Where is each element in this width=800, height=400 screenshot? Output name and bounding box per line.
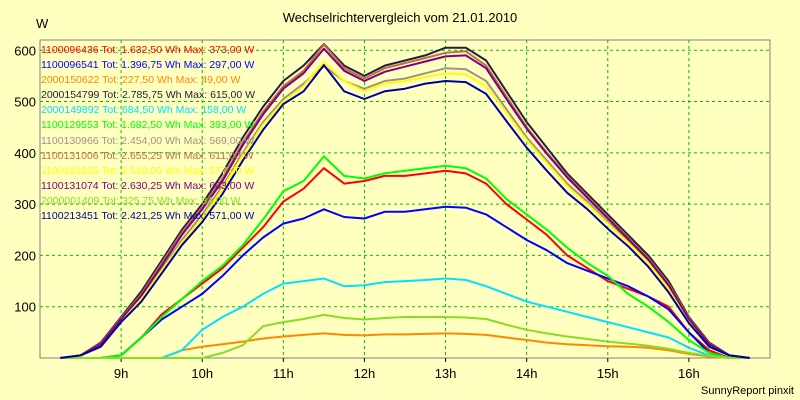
x-tick-label: 10h [191, 366, 213, 381]
series-lines [60, 43, 750, 359]
legend-entry-2000154799: 2000154799 Tot: 2.785,75 Wh Max: 615,00 … [41, 89, 256, 102]
series-line-1100129553 [60, 155, 750, 359]
x-tick-label: 16h [678, 366, 700, 381]
series-line-1100096541 [60, 205, 750, 359]
plot-area [39, 39, 771, 359]
x-tick-label: 14h [516, 366, 538, 381]
series-line-1100131025 [60, 61, 750, 359]
legend-entry-1100131025: 1100131025 Tot: 2.510,00 Wh Max: 577,00 … [41, 164, 255, 177]
y-axis-unit: W [36, 16, 49, 31]
legend-entry-1100096541: 1100096541 Tot: 1.396,75 Wh Max: 297,00 … [41, 59, 255, 72]
y-tick-label: 500 [14, 95, 36, 110]
y-tick-label: 200 [14, 248, 36, 263]
series-line-2000154799 [60, 43, 750, 359]
chart-title: Wechselrichtervergleich vom 21.01.2010 [282, 10, 518, 25]
footer-credit: SunnyReport pinxit [701, 385, 794, 397]
series-line-1100131006 [60, 43, 750, 359]
series-line-2000149892 [60, 277, 750, 359]
x-tick-label: 12h [354, 366, 376, 381]
legend-entry-1100129553: 1100129553 Tot: 1.682,50 Wh Max: 393,00 … [41, 119, 255, 132]
y-tick-label: 100 [14, 300, 36, 315]
legend-entry-1100213451: 1100213451 Tot: 2.421,25 Wh Max: 571,00 … [41, 210, 255, 223]
x-tick-label: 11h [273, 366, 294, 381]
x-tick-label: 15h [597, 366, 619, 381]
y-tick-label: 300 [14, 197, 36, 212]
x-tick-label: 9h [114, 366, 128, 381]
series-line-1100131074 [60, 47, 750, 359]
legend-entry-1100130966: 1100130966 Tot: 2.454,00 Wh Max: 569,00 … [41, 134, 255, 147]
y-tick-label: 400 [14, 146, 36, 161]
legend-entry-1100131006: 1100131006 Tot: 2.655,25 Wh Max: 611,00 … [41, 149, 254, 162]
x-tick-label: 13h [435, 366, 457, 381]
series-line-1100213451 [60, 64, 750, 359]
legend-entry-1100131074: 1100131074 Tot: 2.630,25 Wh Max: 603,00 … [41, 179, 255, 192]
legend: 1100096436 Tot: 1.632,50 Wh Max: 373,00 … [41, 43, 255, 224]
legend-entry-2000149892: 2000149892 Tot: 684,50 Wh Max: 158,00 W [41, 104, 247, 117]
y-tick-label: 600 [14, 43, 36, 58]
legend-entry-2000001409: 2000001409 Tot: 325,75 Wh Max: 84,00 W [41, 194, 241, 207]
axes: 100 200 300 400 500 600 9h 10h 11h 12h 13h 14h 15h 16… [14, 43, 699, 381]
series-line-2000001409 [60, 313, 750, 359]
legend-entry-2000150622: 2000150622 Tot: 227,50 Wh Max: 49,00 W [41, 74, 241, 87]
legend-entry-1100096436: 1100096436 Tot: 1.632,50 Wh Max: 373,00 … [41, 44, 255, 56]
